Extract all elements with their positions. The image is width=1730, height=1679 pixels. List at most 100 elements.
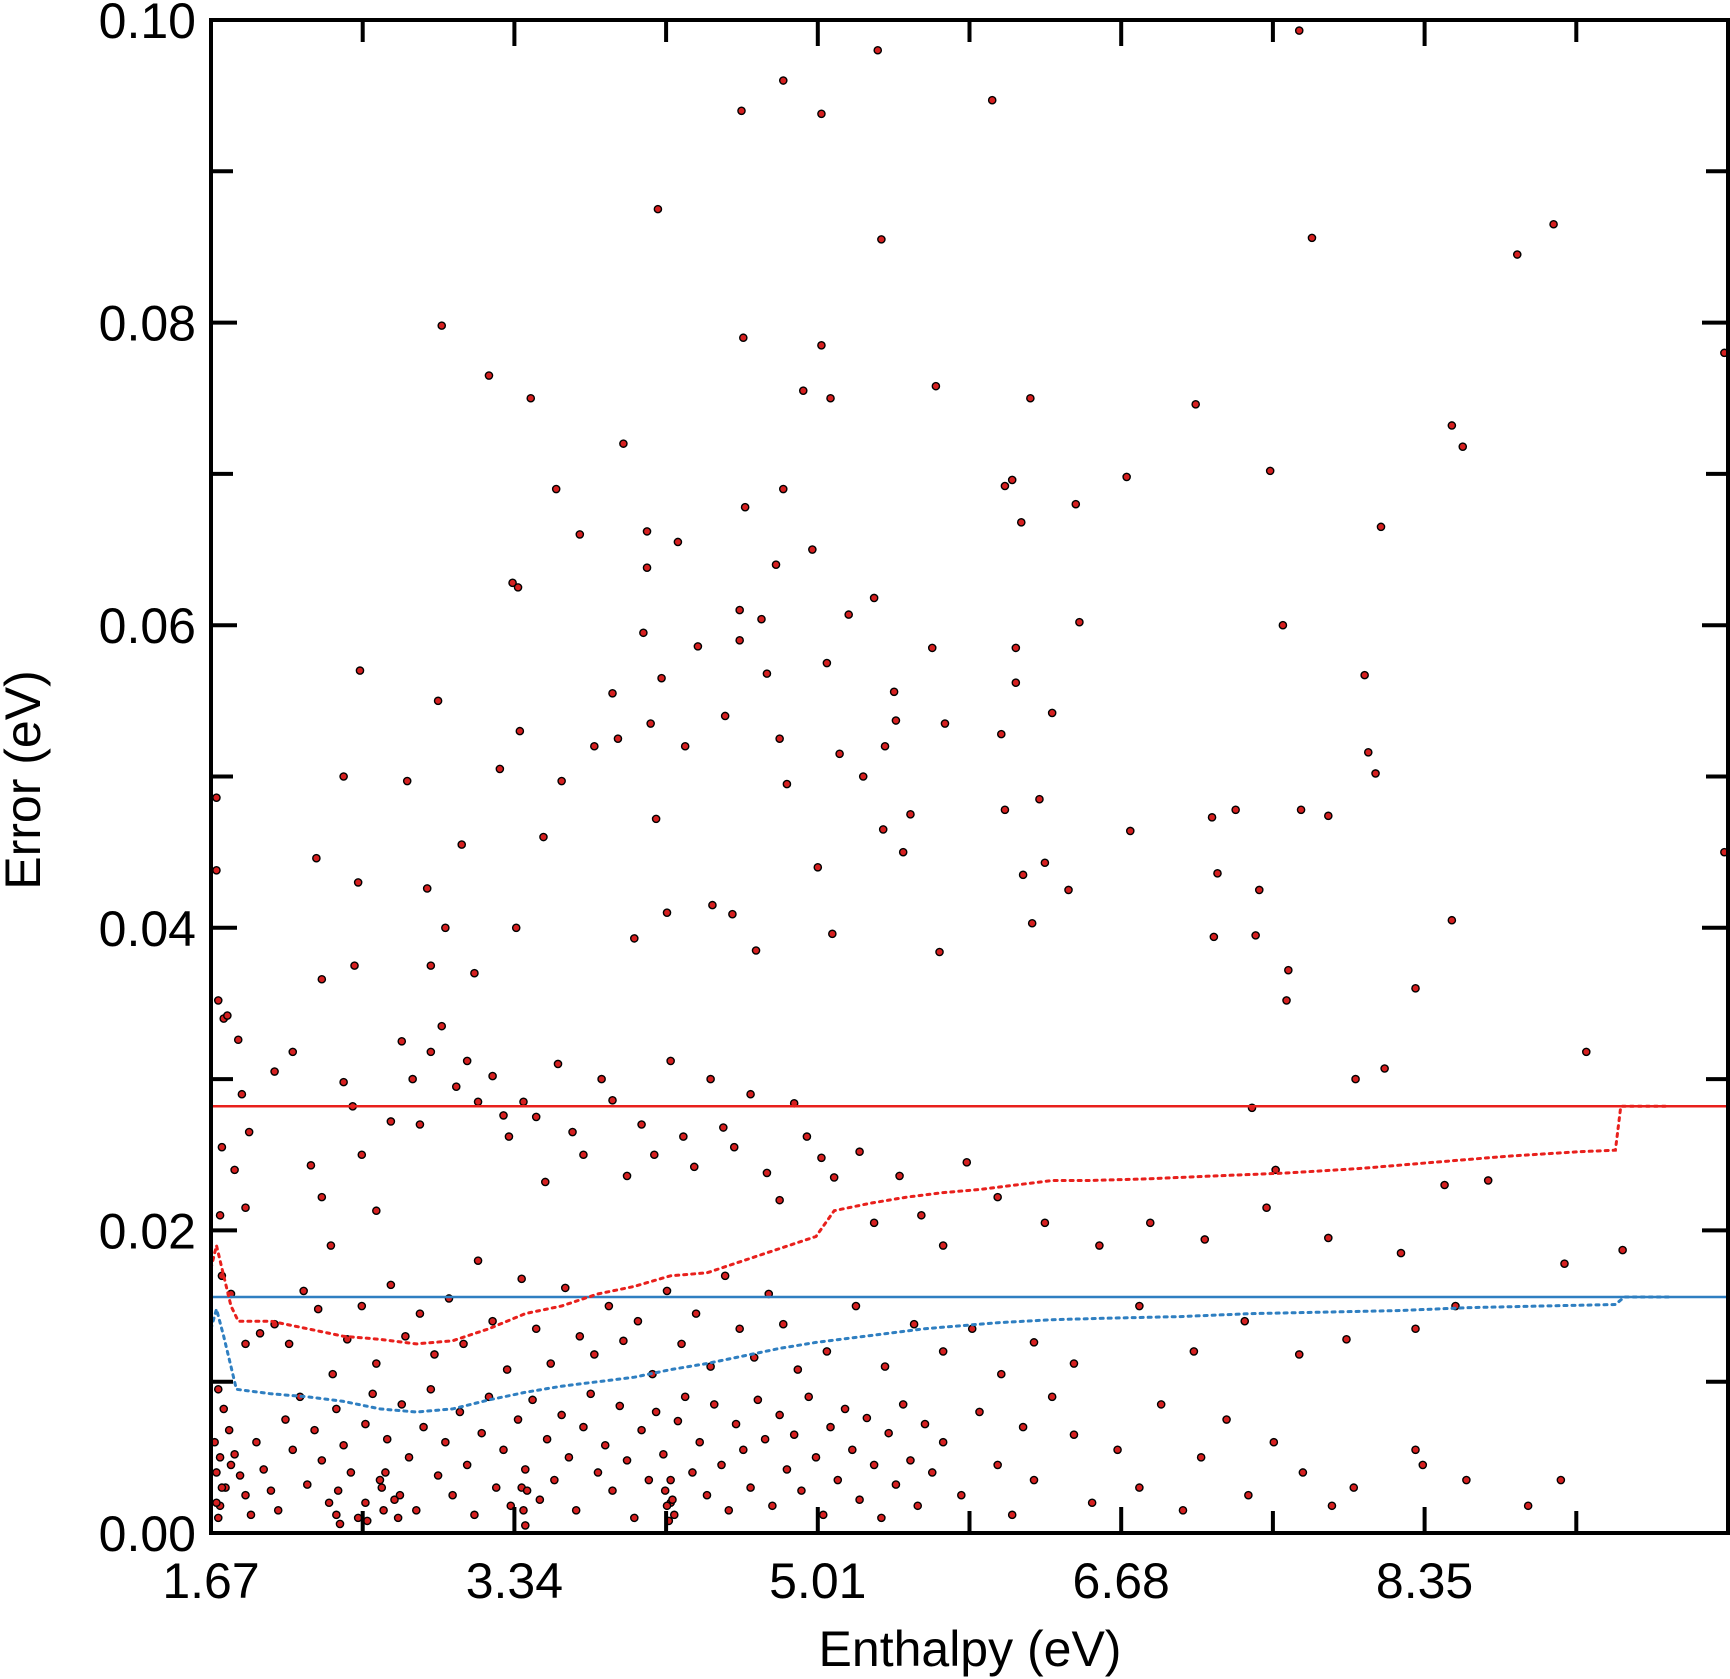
scatter-point: [1026, 393, 1035, 403]
scatter-point: [215, 1453, 225, 1462]
scatter-point: [326, 1241, 336, 1250]
scatter-point: [649, 1150, 659, 1160]
scatter-point: [793, 1365, 803, 1374]
scatter-point: [996, 729, 1006, 739]
scatter-point: [266, 1486, 276, 1495]
scatter-point: [426, 1384, 436, 1394]
scatter-point: [637, 1120, 646, 1129]
scatter-point: [735, 636, 744, 645]
scatter-point: [693, 642, 703, 651]
scatter-point: [462, 1460, 472, 1470]
scatter-point: [411, 1506, 421, 1515]
scatter-point: [528, 1395, 537, 1405]
scatter-point: [993, 1460, 1002, 1470]
scatter-point: [1618, 1245, 1627, 1255]
scatter-point: [571, 1506, 581, 1515]
scatter-point: [368, 1389, 377, 1399]
scatter-point: [212, 793, 221, 802]
scatter-point: [457, 840, 467, 849]
scatter-point: [822, 658, 832, 668]
scatter-point: [540, 1177, 550, 1187]
scatter-point: [233, 1035, 243, 1045]
scatter-point: [826, 1422, 835, 1432]
scatter-point: [213, 1513, 223, 1523]
scatter-point: [720, 711, 730, 721]
scatter-point: [613, 734, 623, 743]
scatter-point: [898, 1400, 908, 1409]
scatter-point: [288, 1445, 298, 1455]
scatter-point: [889, 687, 899, 697]
scatter-point: [519, 1097, 528, 1107]
scatter-point: [957, 1490, 966, 1500]
scatter-point: [877, 235, 886, 244]
y-tick-label: 0.04: [99, 901, 196, 957]
scatter-point: [1447, 915, 1457, 925]
scatter-point: [1251, 931, 1260, 940]
scatter-point: [891, 716, 901, 725]
scatter-point: [688, 1468, 697, 1477]
scatter-point: [390, 1495, 399, 1505]
scatter-point: [491, 1483, 501, 1492]
scatter-point: [230, 1165, 239, 1175]
scatter-point: [869, 1218, 879, 1228]
scatter-point: [642, 563, 652, 573]
scatter-point: [771, 560, 781, 569]
scatter-point: [259, 1465, 268, 1474]
scatter-point: [757, 614, 766, 624]
scatter-point: [828, 929, 837, 939]
scatter-point: [851, 1301, 861, 1311]
scatter-point: [906, 810, 915, 819]
scatter-point: [659, 1450, 668, 1459]
scatter-point: [862, 1413, 872, 1423]
scatter-point: [550, 1475, 559, 1485]
scatter-point: [313, 1304, 323, 1314]
scatter-point: [504, 1132, 514, 1141]
scatter-point: [375, 1475, 385, 1485]
scatter-point: [217, 1483, 227, 1492]
scatter-point: [1047, 1392, 1057, 1402]
scatter-point: [560, 1283, 570, 1293]
scatter-point: [455, 1407, 465, 1417]
scatter-point: [662, 908, 672, 917]
scatter-point: [324, 1498, 334, 1508]
scatter-point: [913, 1501, 923, 1511]
scatter-point: [878, 825, 888, 834]
scatter-point: [666, 1475, 675, 1485]
scatter-point: [350, 961, 359, 970]
scatter-point: [448, 1490, 457, 1500]
scatter-point: [789, 1430, 799, 1439]
scatter-point: [993, 1192, 1002, 1202]
scatter-point: [706, 1362, 715, 1371]
scatter-point: [462, 1056, 472, 1066]
scatter-point: [430, 1350, 439, 1359]
scatter-point: [811, 1453, 821, 1462]
scatter-point: [270, 1067, 279, 1076]
scatter-point: [1095, 1241, 1104, 1250]
scatter-point: [1191, 400, 1200, 409]
scatter-point: [546, 1359, 556, 1368]
scatter-point: [1411, 984, 1420, 993]
scatter-point: [1447, 421, 1457, 430]
scatter-point: [357, 1150, 367, 1160]
scatter-point: [488, 1071, 497, 1081]
scatter-point: [1000, 481, 1010, 491]
scatter-point: [333, 1486, 343, 1495]
scatter-point: [762, 1168, 772, 1178]
scatter-point: [938, 1437, 948, 1447]
scatter-point: [680, 741, 690, 751]
scatter-point: [829, 1173, 839, 1182]
scatter-point: [590, 1350, 599, 1359]
scatter-point: [1342, 1335, 1351, 1344]
scatter-point: [1360, 670, 1369, 680]
scatter-point: [317, 1456, 327, 1465]
scatter-point: [1294, 26, 1304, 35]
scatter-point: [402, 776, 412, 786]
scatter-point: [884, 1428, 893, 1438]
scatter-point: [739, 1445, 748, 1455]
scatter-point: [906, 1456, 915, 1465]
scatter-point: [1145, 1218, 1155, 1228]
scatter-point: [935, 947, 944, 957]
scatter-point: [332, 1404, 341, 1414]
scatter-point: [426, 1047, 436, 1057]
scatter-point: [372, 1206, 381, 1216]
